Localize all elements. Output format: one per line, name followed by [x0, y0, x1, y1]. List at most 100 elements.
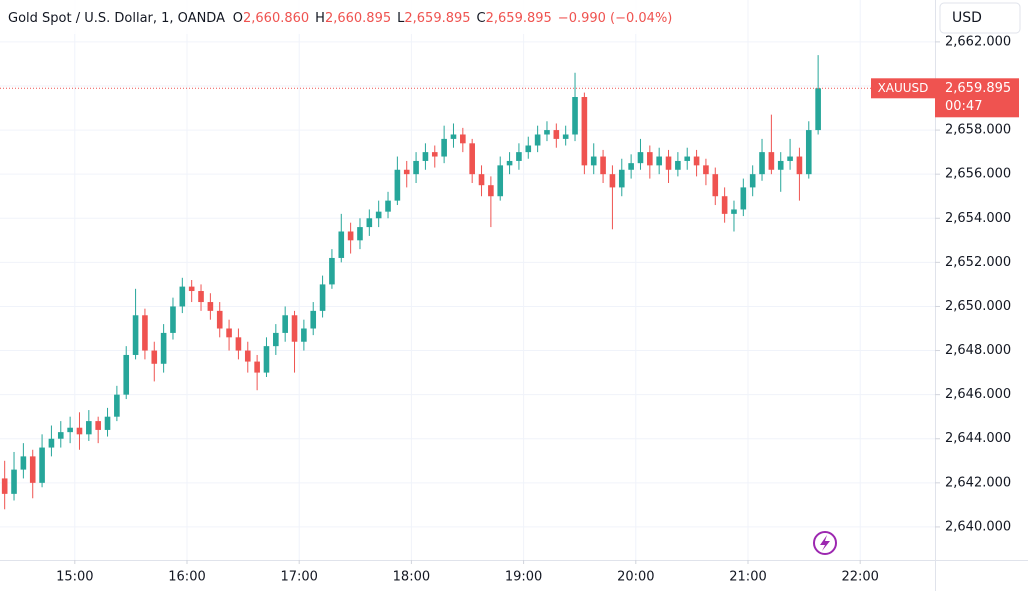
candle-body	[216, 310, 223, 329]
candle-body	[76, 427, 83, 435]
candle-body	[777, 160, 784, 170]
candle-body	[375, 211, 382, 219]
candle-body	[170, 306, 176, 333]
candle-body	[385, 200, 391, 212]
candle-body	[759, 152, 765, 175]
legend-value: 2,659.895	[486, 11, 552, 26]
candle-body	[244, 350, 251, 362]
candle-body	[142, 315, 148, 351]
candle-body	[273, 332, 279, 347]
candle-body	[721, 196, 728, 214]
candle-body	[104, 416, 111, 430]
legend-change: −0.990 (−0.04%)	[558, 11, 673, 26]
candle-body	[86, 421, 92, 435]
candle-body	[263, 346, 270, 373]
candle-body	[235, 337, 242, 351]
candle-body	[637, 152, 644, 164]
candle-body	[805, 130, 812, 175]
y-tick-label: 2,656.000	[945, 167, 1011, 182]
legend-key: H	[315, 11, 325, 26]
candle-body	[20, 456, 27, 470]
candle-body	[11, 469, 17, 494]
candle-body	[357, 227, 363, 241]
candle-body	[488, 185, 494, 197]
candle-body	[506, 160, 513, 166]
candle-body	[57, 432, 64, 439]
candle-body	[413, 160, 419, 175]
candle-body	[740, 187, 747, 210]
candle-body	[160, 332, 167, 364]
candle-body	[693, 156, 700, 166]
y-tick-label: 2,658.000	[945, 123, 1011, 138]
candle-body	[684, 156, 691, 161]
price-tag	[935, 78, 1019, 118]
candle-body	[431, 152, 438, 157]
candle-body	[628, 163, 634, 170]
candle-body	[590, 156, 597, 166]
candle-body	[207, 302, 214, 311]
price-tag-label: 2,659.895	[945, 81, 1011, 96]
y-tick-label: 2,644.000	[945, 431, 1011, 446]
candle-body	[319, 284, 326, 311]
currency-label[interactable]: USD	[952, 10, 982, 26]
x-tick-label: 21:00	[729, 570, 766, 585]
grid	[0, 0, 935, 560]
alert-bolt[interactable]	[820, 535, 830, 551]
candle-body	[310, 310, 317, 329]
symbol-tag	[871, 78, 935, 99]
candle-body	[123, 354, 130, 395]
x-tick-label: 19:00	[505, 570, 542, 585]
header-background	[0, 0, 700, 34]
symbol-tag-label: XAUUSD	[878, 81, 929, 95]
candle-body	[544, 130, 550, 135]
symbol-title: Gold Spot / U.S. Dollar, 1, OANDA	[8, 11, 225, 26]
x-tick-label: 20:00	[617, 570, 654, 585]
candle-body	[749, 174, 756, 188]
y-tick-label: 2,654.000	[945, 211, 1011, 226]
candle-body	[796, 156, 803, 175]
candle-body	[329, 257, 335, 285]
candle-body	[553, 130, 560, 139]
candles	[1, 55, 821, 510]
candle-body	[731, 209, 737, 214]
candle-body	[712, 174, 719, 197]
countdown-label: 00:47	[945, 99, 982, 114]
candle-body	[581, 97, 588, 166]
candle-body	[394, 169, 401, 201]
legend-value: 2,659.895	[404, 11, 470, 26]
candle-body	[469, 143, 475, 175]
y-tick-label: 2,640.000	[945, 519, 1011, 534]
y-tick-label: 2,652.000	[945, 255, 1011, 270]
candle-body	[188, 286, 195, 292]
candle-body	[403, 169, 410, 175]
candle-body	[787, 156, 793, 161]
candle-body	[600, 156, 606, 175]
y-tick-label: 2,646.000	[945, 387, 1011, 402]
candle-body	[562, 134, 569, 139]
legend-key: L	[397, 11, 405, 26]
candle-body	[441, 138, 447, 157]
candle-body	[48, 438, 55, 448]
candle-body	[29, 456, 36, 483]
candle-body	[768, 152, 775, 170]
candle-body	[338, 231, 345, 258]
candle-body	[609, 174, 616, 188]
candle-body	[516, 152, 522, 161]
candle-body	[618, 169, 625, 188]
candle-body	[301, 328, 307, 342]
candle-body	[151, 350, 158, 364]
currency-button[interactable]	[939, 2, 1021, 34]
candle-body	[675, 160, 681, 170]
candle-body	[67, 427, 73, 433]
candle-body	[132, 315, 139, 355]
candle-body	[656, 156, 662, 166]
candle-body	[254, 361, 260, 373]
x-tick-label: 15:00	[56, 570, 93, 585]
candle-body	[460, 134, 466, 144]
alert-icon[interactable]	[813, 531, 837, 555]
candle-body	[450, 134, 457, 139]
candle-body	[525, 145, 532, 153]
